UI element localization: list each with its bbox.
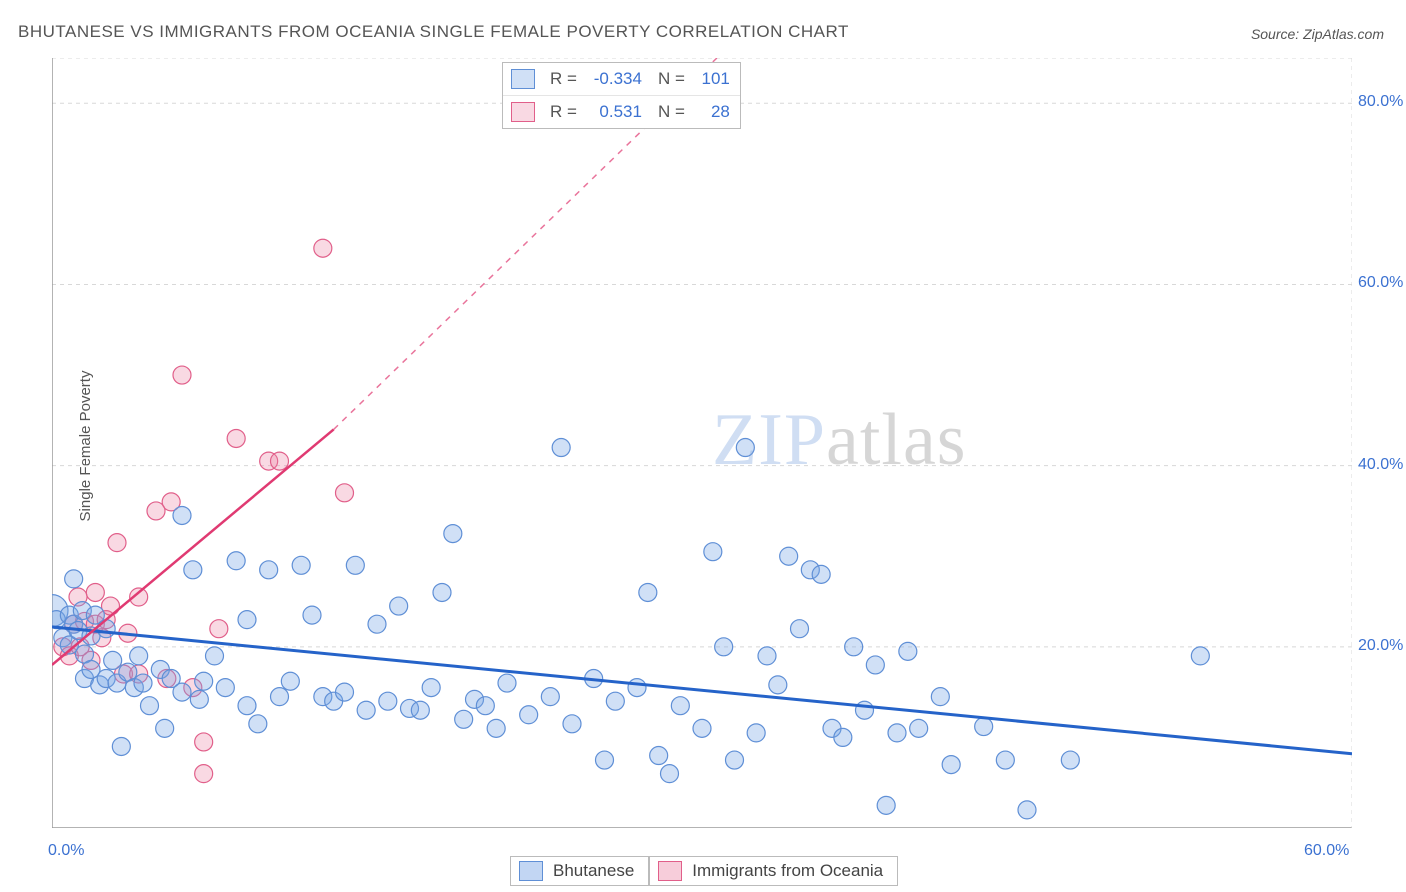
legend-item: Bhutanese xyxy=(510,856,649,886)
source-attribution: Source: ZipAtlas.com xyxy=(1251,26,1384,42)
stat-n-value: 101 xyxy=(690,69,730,89)
stat-r-value: 0.531 xyxy=(582,102,642,122)
stat-row: R =0.531 N =28 xyxy=(503,95,740,128)
chart-title: BHUTANESE VS IMMIGRANTS FROM OCEANIA SIN… xyxy=(18,22,849,42)
stat-r-value: -0.334 xyxy=(582,69,642,89)
correlation-stats-box: R =-0.334 N =101 R =0.531 N =28 xyxy=(502,62,741,129)
y-tick-label: 40.0% xyxy=(1358,456,1403,474)
legend-swatch xyxy=(511,69,535,89)
y-tick-label: 80.0% xyxy=(1358,93,1403,111)
stat-n-label: N = xyxy=(658,102,685,122)
x-tick-label: 60.0% xyxy=(1304,842,1349,860)
legend-label: Immigrants from Oceania xyxy=(692,861,883,881)
chart-plot-area: ZIPatlas R =-0.334N =101R =0.531N =28 xyxy=(52,58,1352,828)
legend-swatch xyxy=(658,861,682,881)
stat-row: R =-0.334 N =101 xyxy=(503,63,740,95)
stat-r-label: R = xyxy=(550,102,577,122)
legend-item: Immigrants from Oceania xyxy=(649,856,898,886)
y-tick-label: 60.0% xyxy=(1358,274,1403,292)
x-tick-label: 0.0% xyxy=(48,842,84,860)
stat-n-value: 28 xyxy=(690,102,730,122)
legend-label: Bhutanese xyxy=(553,861,634,881)
stat-n-label: N = xyxy=(658,69,685,89)
y-tick-label: 20.0% xyxy=(1358,637,1403,655)
series-legend: Bhutanese Immigrants from Oceania xyxy=(510,856,898,886)
scatter-chart-svg xyxy=(52,58,1352,828)
legend-swatch xyxy=(519,861,543,881)
stat-r-label: R = xyxy=(550,69,577,89)
legend-swatch xyxy=(511,102,535,122)
